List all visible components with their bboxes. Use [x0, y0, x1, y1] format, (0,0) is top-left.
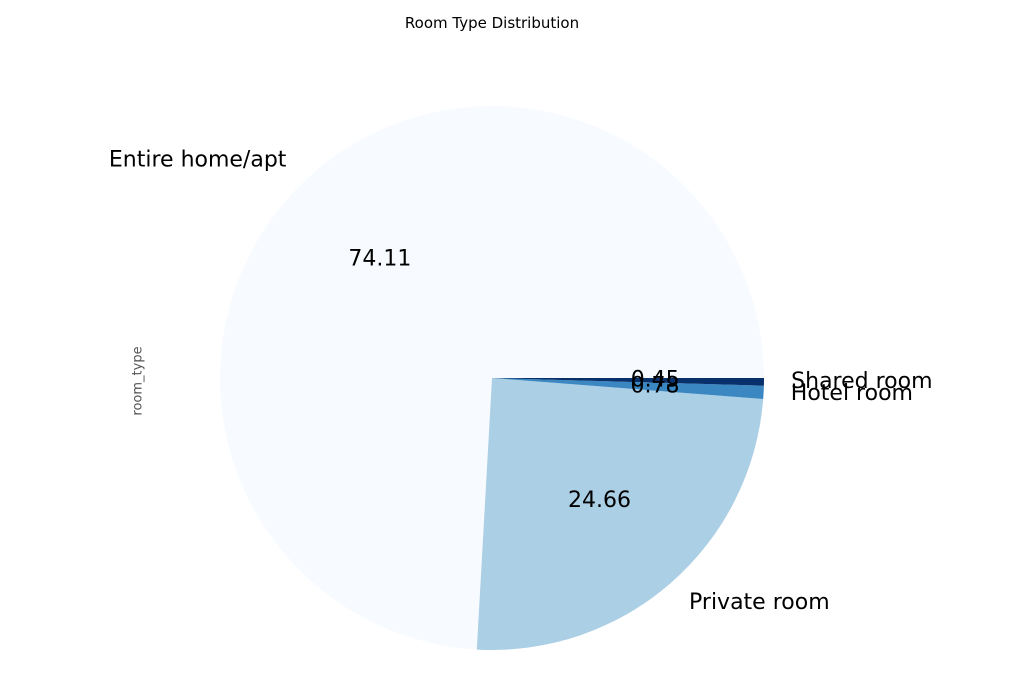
pie-slice-hotel-room	[492, 378, 764, 400]
slice-label-private-room: Private room	[689, 590, 830, 615]
pie-slices	[220, 106, 765, 651]
pct-label-shared-room: 0.45	[631, 367, 680, 392]
slice-label-shared-room: Shared room	[791, 369, 932, 394]
pie-labels: Entire home/apt 74.11 Private room 24.66 Hot…	[109, 148, 933, 616]
pie-slice-private-room	[476, 378, 764, 651]
pct-label-private-room: 24.66	[568, 488, 631, 513]
slice-label-entire-home-apt: Entire home/apt	[109, 148, 287, 173]
chart-title: Room Type Distribution	[404, 14, 580, 32]
pie-slice-entire-home-apt	[220, 106, 765, 650]
pct-label-hotel-room: 0.78	[630, 374, 679, 399]
pct-label-entire-home-apt: 74.11	[348, 246, 411, 271]
slice-label-hotel-room: Hotel room	[791, 381, 913, 406]
pie-slice-shared-room	[492, 378, 764, 386]
